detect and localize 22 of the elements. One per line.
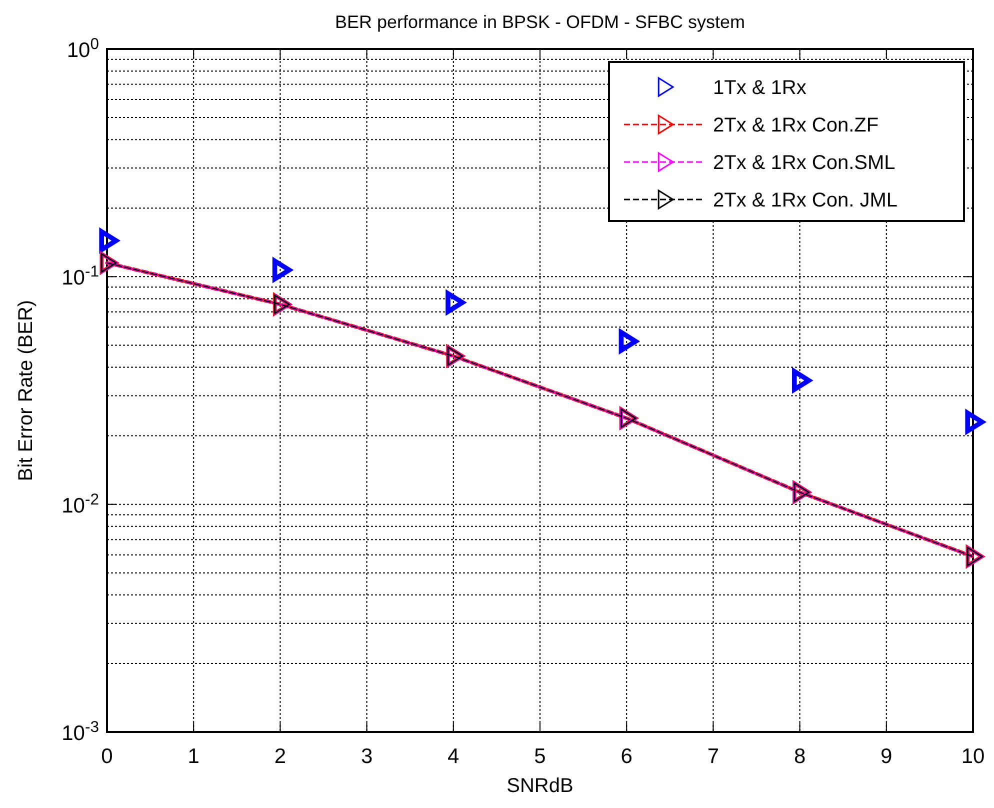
x-axis-title: SNRdB bbox=[506, 775, 574, 797]
y-axis-title: Bit Error Rate (BER) bbox=[15, 300, 37, 482]
chart-title: BER performance in BPSK - OFDM - SFBC system bbox=[334, 12, 746, 32]
x-tick-label: 3 bbox=[360, 745, 373, 768]
legend-label: 2Tx & 1Rx Con. JML bbox=[713, 190, 898, 212]
legend-label: 1Tx & 1Rx bbox=[713, 77, 806, 99]
y-tick-label: 10$^{-2}$ bbox=[62, 490, 99, 518]
x-tick-label: 6 bbox=[620, 745, 632, 768]
x-tick-label: 8 bbox=[794, 745, 806, 768]
x-tick-label: 10 bbox=[961, 745, 985, 768]
y-tick-label: 10$^{-1}$ bbox=[62, 263, 99, 290]
x-tick-label: 9 bbox=[880, 745, 892, 768]
x-tick-label: 2 bbox=[274, 745, 286, 768]
y-tick-label: 10$^{-3}$ bbox=[62, 718, 100, 745]
x-tick-label: 4 bbox=[448, 745, 460, 768]
x-tick-label: 1 bbox=[188, 745, 200, 768]
y-tick-label: 10$^{0}$ bbox=[66, 36, 100, 62]
legend-label: 2Tx & 1Rx Con.SML bbox=[713, 152, 896, 174]
x-tick-label: 7 bbox=[707, 745, 720, 768]
x-tick-label: 0 bbox=[101, 745, 113, 768]
legend-label: 2Tx & 1Rx Con.ZF bbox=[713, 114, 879, 136]
x-tick-label: 5 bbox=[534, 745, 546, 768]
